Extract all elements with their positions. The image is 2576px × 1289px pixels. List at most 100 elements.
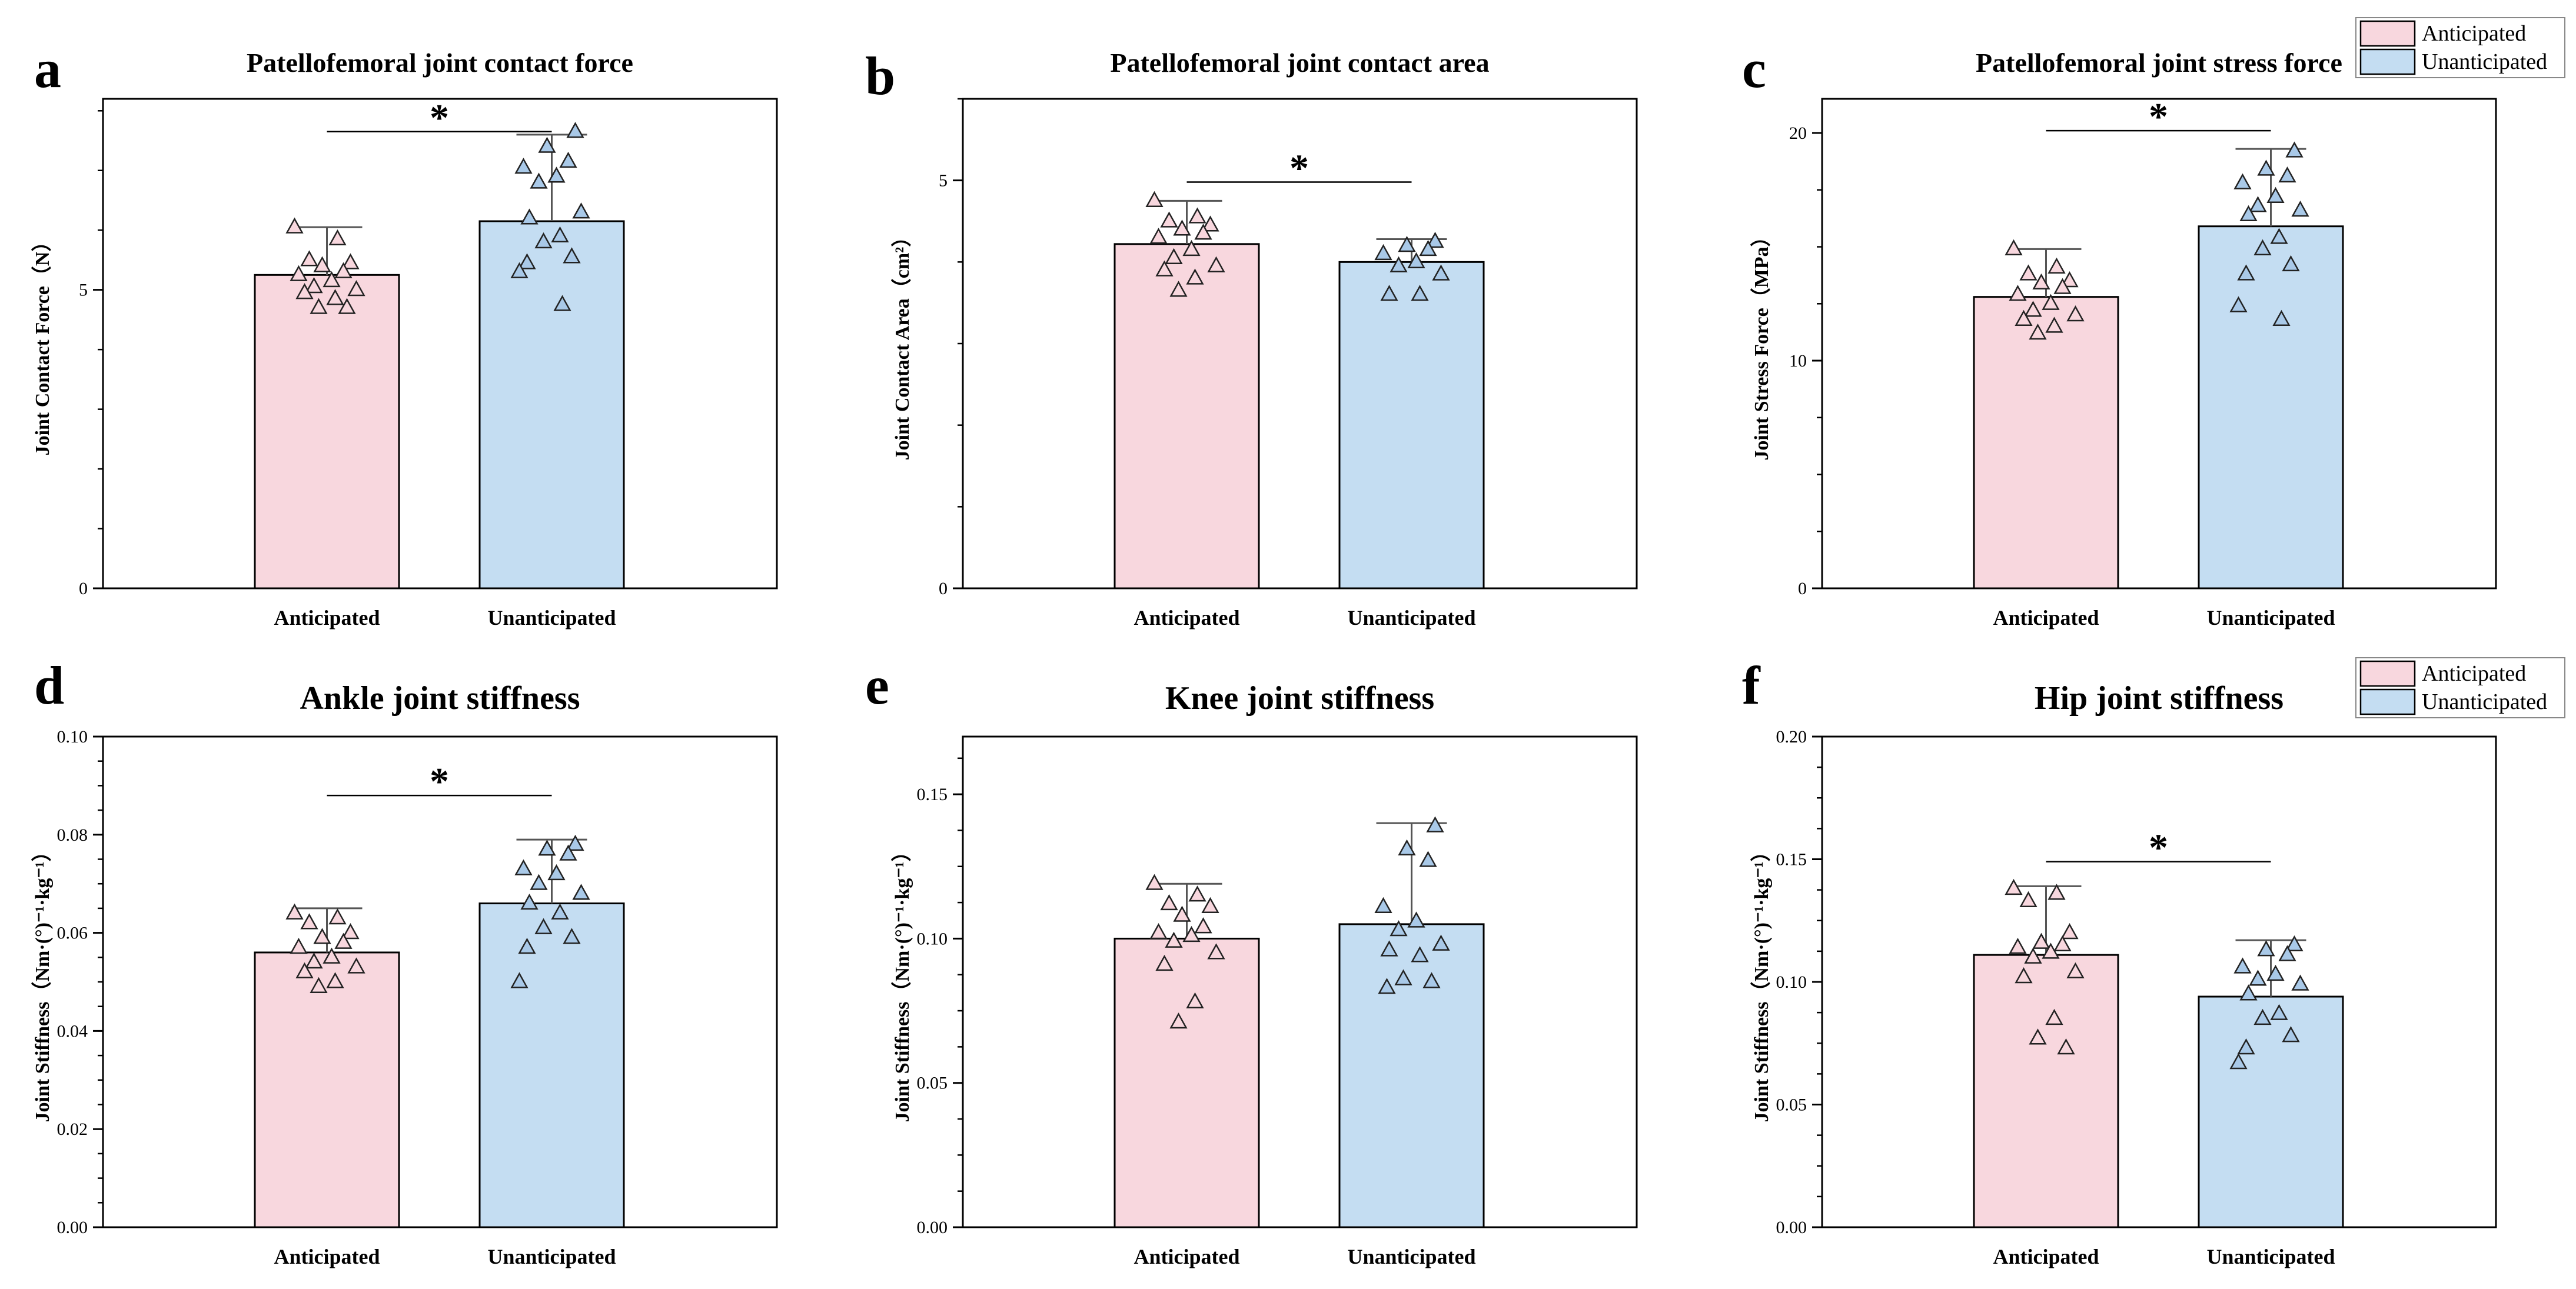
legend: Anticipated Unanticipated [2355, 17, 2565, 78]
data-point [2015, 967, 2033, 984]
data-point [534, 918, 553, 934]
y-tick-label: 0.20 [1776, 727, 1807, 747]
data-point [2253, 1008, 2272, 1025]
data-point [510, 972, 529, 988]
data-point [2019, 264, 2037, 281]
data-point [1426, 816, 1444, 832]
y-tick-label: 10 [1789, 351, 1807, 371]
legend: Anticipated Unanticipated [2355, 657, 2565, 718]
data-point [1149, 922, 1168, 940]
y-tick-label: 0.00 [1776, 1218, 1807, 1237]
data-point [520, 208, 539, 225]
y-tick-label: 5 [79, 281, 88, 300]
bar-unanticipated [2198, 995, 2344, 1228]
y-axis-label: Joint Stiffness（Nm·(°)⁻¹·kg⁻¹） [31, 842, 54, 1123]
data-point [2266, 186, 2285, 204]
panel-letter: b [865, 46, 895, 106]
data-point [1194, 917, 1212, 934]
data-point [1182, 239, 1201, 257]
data-point [1378, 978, 1396, 994]
data-point [2032, 932, 2050, 949]
data-point [2239, 984, 2258, 1001]
data-point [313, 928, 331, 944]
data-point [520, 893, 539, 910]
data-point [2253, 239, 2272, 256]
data-point [295, 283, 314, 299]
data-point [310, 977, 328, 993]
bar-unanticipated [1338, 261, 1485, 589]
data-point [1182, 925, 1201, 942]
data-point [2249, 196, 2267, 212]
data-point [566, 122, 584, 138]
panel-b: b Patellofemoral joint contact area 0 5 Join… [865, 46, 1638, 629]
data-point [530, 874, 548, 890]
data-point [2237, 264, 2255, 281]
data-point [563, 247, 581, 264]
data-point [534, 232, 553, 249]
data-point [1380, 285, 1398, 301]
y-tick-label: 0.10 [917, 929, 948, 948]
y-tick-label: 0.06 [57, 924, 88, 943]
legend-swatch-anticipated [2359, 20, 2416, 47]
plot-frame [962, 735, 1638, 1228]
data-point [1155, 260, 1174, 277]
data-point [2060, 922, 2079, 940]
data-point [2291, 201, 2309, 217]
data-point [2009, 938, 2027, 954]
data-point [2270, 1004, 2288, 1020]
panel-f: f Hip joint stiffness 0.00 0.05 0.10 0.15 0.20… [1742, 655, 2565, 1268]
data-point [553, 295, 571, 311]
x-category-label: Unanticipated [2206, 606, 2335, 629]
data-point [2291, 974, 2309, 991]
data-point [1407, 911, 1425, 928]
data-point [2233, 173, 2252, 189]
data-point [559, 844, 577, 861]
data-point [1145, 191, 1164, 207]
data-point [1411, 946, 1429, 962]
significance-star: * [2149, 95, 2168, 138]
data-point [1407, 252, 1425, 268]
chart-title: Patellofemoral joint contact area [1110, 48, 1489, 78]
plot-frame [1821, 735, 2497, 1228]
data-point [2029, 1028, 2047, 1045]
data-point [2057, 1038, 2075, 1055]
data-point [2239, 205, 2258, 221]
y-tick-label: 0.00 [917, 1218, 948, 1237]
y-tick-label: 0 [939, 579, 948, 598]
x-category-label: Anticipated [1134, 606, 1240, 629]
data-point [1165, 931, 1183, 948]
chart-title: Patellofemoral joint contact force [247, 48, 633, 78]
panel-letter: d [34, 655, 64, 715]
data-point [323, 271, 341, 288]
legend-swatch-unanticipated [2359, 48, 2416, 75]
y-tick-label: 0.15 [917, 785, 948, 804]
data-point [1394, 969, 1412, 985]
data-point [1188, 207, 1206, 224]
bar-unanticipated [478, 902, 625, 1228]
data-point [338, 298, 356, 314]
chart-title: Patellofemoral joint stress force [1976, 48, 2342, 78]
bar-anticipated [1114, 937, 1260, 1228]
data-point [572, 202, 590, 219]
data-point [2257, 940, 2275, 957]
bar-anticipated [254, 274, 400, 589]
y-tick-label: 0 [1798, 579, 1807, 598]
legend-swatch-anticipated [2359, 660, 2416, 687]
data-point [538, 136, 556, 153]
data-point [2032, 273, 2050, 290]
data-point [285, 903, 304, 920]
data-point [559, 151, 577, 168]
data-point [530, 172, 548, 189]
data-point [1432, 934, 1450, 951]
data-point [1419, 851, 1437, 867]
data-point [2237, 1038, 2255, 1055]
data-point [290, 938, 308, 954]
data-point [2270, 228, 2288, 244]
significance-star: * [430, 96, 449, 139]
data-point [2282, 255, 2300, 272]
y-tick-label: 5 [939, 171, 948, 191]
y-tick-label: 0.10 [57, 727, 88, 747]
data-point [2060, 271, 2079, 288]
data-point [305, 952, 323, 969]
x-category-label: Anticipated [274, 1245, 380, 1268]
